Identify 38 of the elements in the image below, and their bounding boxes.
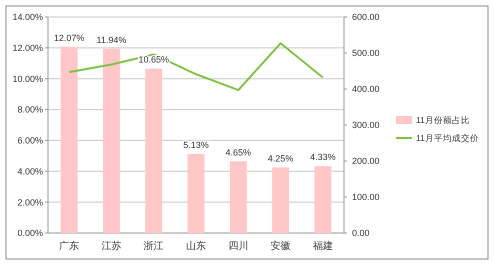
data-label: 12.07% (54, 32, 84, 43)
bar (60, 46, 78, 233)
y-tick-label: 4.00% (17, 166, 43, 176)
x-tick-label: 广东 (59, 240, 80, 252)
data-label: 5.13% (183, 140, 209, 150)
legend-label: 11月份额占比 (416, 114, 470, 125)
x-tick-label: 山东 (186, 240, 206, 252)
bar (145, 68, 162, 233)
y2-tick-label: 300.00 (352, 120, 380, 130)
y-tick-label: 12.00% (12, 43, 43, 54)
y2-tick-label: 500.00 (352, 48, 380, 58)
data-label: 4.25% (268, 153, 294, 164)
x-tick-label: 江苏 (101, 240, 122, 252)
data-label: 4.65% (226, 147, 252, 158)
y-tick-label: 0.00% (17, 228, 43, 238)
x-tick-label: 安徽 (270, 240, 291, 252)
y2-tick-label: 600.00 (352, 12, 380, 22)
x-tick-label: 福建 (312, 240, 333, 252)
y2-tick-label: 400.00 (352, 84, 380, 94)
bar (272, 167, 290, 233)
bar (102, 48, 120, 233)
bar (314, 166, 332, 233)
x-tick-label: 浙江 (144, 240, 164, 252)
legend-label: 11月平均成交价 (416, 132, 479, 143)
y2-tick-label: 100.00 (352, 192, 380, 202)
y-tick-label: 8.00% (17, 104, 43, 115)
bar (230, 161, 247, 233)
y2-tick-label: 0.00 (352, 228, 370, 238)
y-tick-label: 14.00% (12, 12, 43, 22)
y-tick-label: 2.00% (17, 197, 43, 208)
x-tick-label: 四川 (228, 240, 248, 252)
y-tick-label: 10.00% (12, 74, 43, 84)
y-tick-label: 6.00% (17, 136, 43, 146)
line-series (68, 42, 324, 92)
data-label: 11.94% (96, 34, 126, 45)
data-label: 4.33% (310, 152, 336, 162)
y2-tick-label: 200.00 (352, 156, 380, 166)
bar (188, 154, 204, 233)
